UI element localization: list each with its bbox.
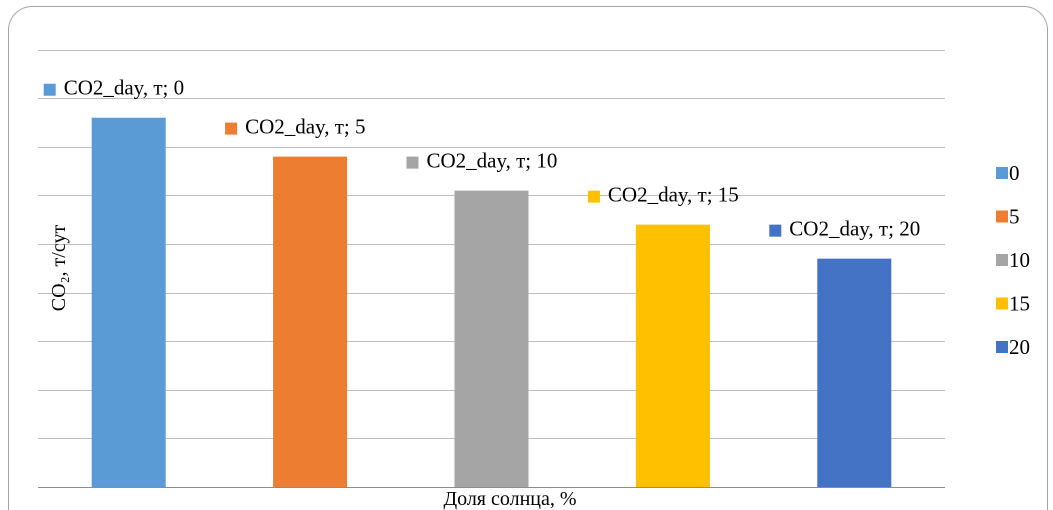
legend-item-10: 10 [996, 248, 1030, 272]
data-labels: CO2_day, т; 0 CO2_day, т; 5 CO2_day, т; 10… [43, 76, 920, 241]
legend-label: 20 [1009, 335, 1030, 359]
data-label-text: CO2_day, т; 0 [64, 76, 184, 100]
data-label-15: CO2_day, т; 15 [587, 183, 739, 207]
bars [91, 117, 892, 487]
legend-label: 5 [1009, 205, 1020, 229]
data-label-swatch [225, 122, 238, 135]
legend-label: 10 [1009, 248, 1030, 272]
data-label-5: CO2_day, т; 5 [225, 115, 366, 139]
bar-20 [817, 258, 892, 487]
data-label-text: CO2_day, т; 5 [245, 115, 365, 139]
bar-0 [91, 117, 166, 487]
data-label-20: CO2_day, т; 20 [769, 217, 920, 241]
legend-item-15: 15 [996, 292, 1030, 316]
legend: 0 5 10 15 20 [996, 161, 1030, 359]
data-label-text: CO2_day, т; 15 [608, 183, 739, 207]
data-label-swatch [587, 190, 600, 203]
legend-item-20: 20 [996, 335, 1030, 359]
y-axis-title: CO₂, т/сут [48, 225, 70, 312]
data-label-swatch [769, 224, 782, 237]
data-label-swatch [43, 83, 56, 96]
data-label-text: CO2_day, т; 10 [427, 149, 558, 173]
data-label-10: CO2_day, т; 10 [406, 149, 558, 173]
chart-frame [8, 6, 1048, 510]
bar-15 [635, 224, 710, 487]
data-label-text: CO2_day, т; 20 [789, 217, 920, 241]
data-label-swatch [406, 156, 419, 169]
legend-item-5: 5 [996, 205, 1020, 229]
bar-10 [454, 190, 529, 487]
legend-label: 0 [1009, 161, 1020, 185]
legend-swatch [996, 210, 1008, 223]
legend-label: 15 [1009, 292, 1030, 316]
legend-swatch [996, 254, 1008, 266]
bar-5 [273, 156, 348, 487]
data-label-0: CO2_day, т; 0 [43, 76, 184, 100]
legend-swatch [996, 167, 1008, 179]
legend-swatch [996, 341, 1008, 353]
legend-swatch [996, 297, 1008, 310]
legend-item-0: 0 [996, 161, 1020, 185]
x-axis-title: Доля солнца, % [443, 488, 576, 510]
